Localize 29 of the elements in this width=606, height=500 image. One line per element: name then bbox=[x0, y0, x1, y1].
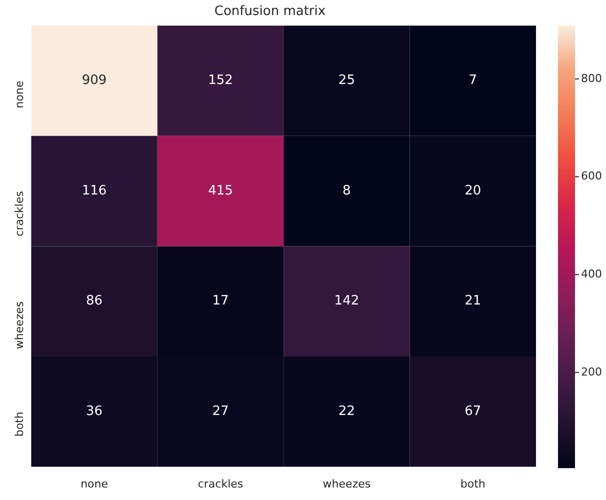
color-bar-label: 400 bbox=[581, 267, 602, 280]
data-label: 67 bbox=[464, 404, 482, 420]
y-tick-label: crackles bbox=[13, 190, 26, 236]
x-tick-label: crackles bbox=[198, 477, 244, 490]
data-label: 27 bbox=[212, 404, 229, 420]
data-label: 142 bbox=[334, 294, 360, 309]
data-label: 152 bbox=[208, 73, 233, 88]
data-label: 7 bbox=[468, 73, 478, 88]
data-label: 20 bbox=[464, 183, 482, 198]
y-tick-label: wheezes bbox=[13, 301, 26, 350]
x-tick-label: wheezes bbox=[322, 477, 371, 490]
data-label: 86 bbox=[86, 294, 103, 309]
y-tick-label: none bbox=[13, 80, 26, 108]
data-label: 25 bbox=[338, 73, 355, 88]
color-bar-label: 200 bbox=[581, 365, 602, 378]
color-bar-label: 600 bbox=[581, 170, 602, 183]
x-tick-label: none bbox=[80, 477, 108, 490]
data-label: 21 bbox=[464, 294, 482, 309]
y-tick-label: both bbox=[13, 412, 26, 437]
x-tick-label: both bbox=[460, 477, 486, 490]
data-label: 36 bbox=[86, 404, 103, 420]
data-label: 116 bbox=[82, 183, 107, 198]
data-label: 909 bbox=[82, 73, 107, 88]
chart-title: Confusion matrix bbox=[214, 4, 326, 20]
data-label: 415 bbox=[208, 183, 233, 198]
color-bar-label: 800 bbox=[581, 72, 602, 85]
data-label: 8 bbox=[342, 183, 351, 198]
data-label: 17 bbox=[212, 294, 229, 309]
data-label: 22 bbox=[338, 404, 355, 420]
